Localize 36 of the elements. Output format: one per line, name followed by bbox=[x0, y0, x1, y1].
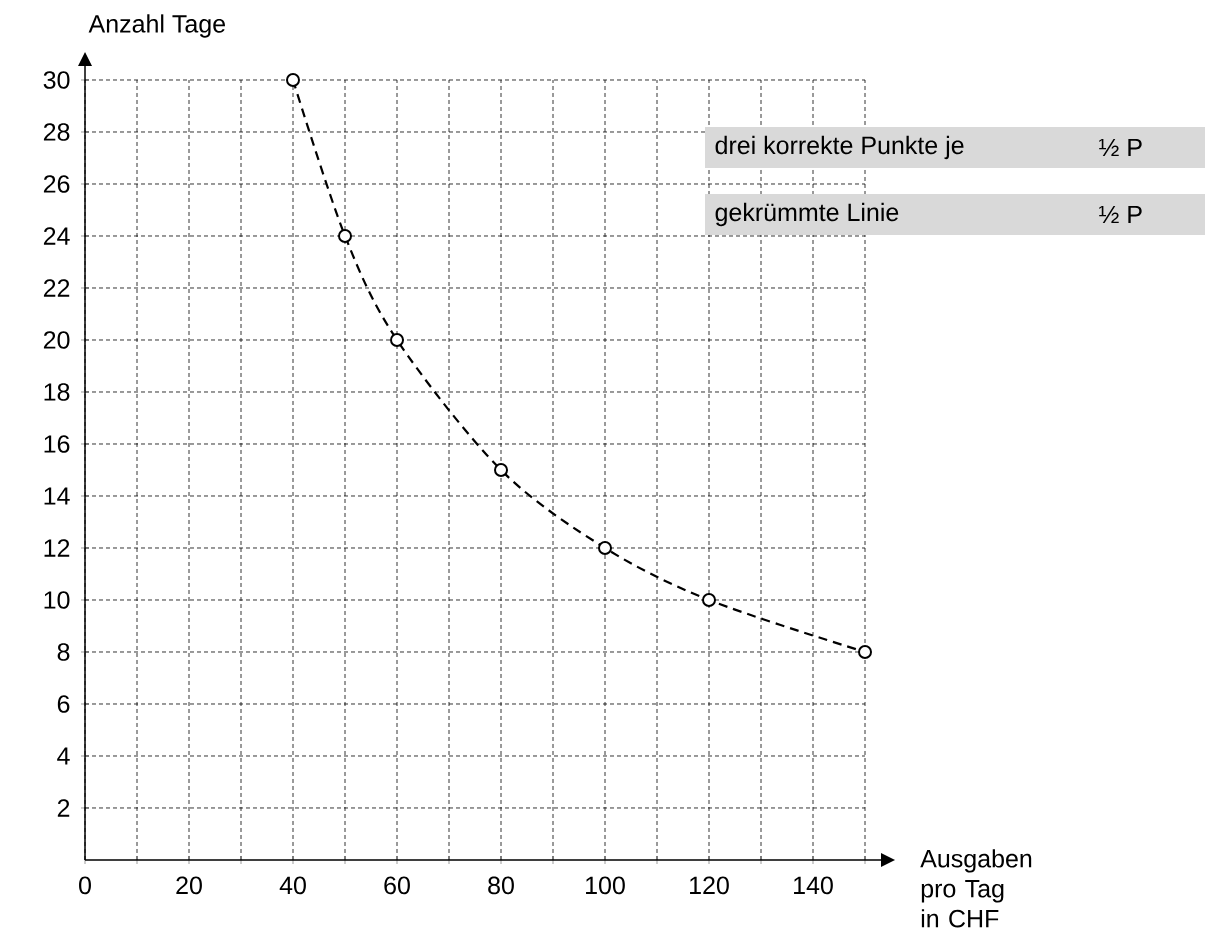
text: ½ P bbox=[1099, 138, 1142, 157]
y-tick-label: 2 bbox=[57, 799, 70, 817]
x-tick-label: 100 bbox=[586, 876, 625, 895]
y-axis-title: Anzahl Tage bbox=[88, 14, 226, 38]
y-tick-label: 26 bbox=[43, 175, 70, 193]
y-tick-label: 24 bbox=[43, 227, 70, 245]
x-tick-label: 120 bbox=[690, 876, 729, 895]
y-tick-label: 4 bbox=[57, 747, 70, 765]
y-tick-label: 30 bbox=[43, 71, 70, 89]
y-tick-label: 14 bbox=[44, 487, 70, 505]
y-tick-label: 12 bbox=[44, 539, 70, 557]
text: ½ P bbox=[1099, 205, 1142, 224]
x-tick-label: 20 bbox=[176, 876, 202, 895]
point bbox=[286, 72, 301, 87]
y-tick-label: 16 bbox=[44, 435, 70, 453]
y-tick-label: 20 bbox=[43, 331, 70, 349]
annotation: gekrümmte Linie bbox=[715, 202, 899, 227]
point bbox=[390, 332, 405, 347]
x-tick-label: 140 bbox=[794, 876, 833, 895]
point bbox=[702, 592, 716, 607]
x-tick-label: 0 bbox=[79, 876, 91, 895]
y-tick-label: 10 bbox=[44, 591, 70, 609]
point bbox=[494, 462, 509, 477]
point bbox=[858, 644, 873, 659]
x-tick-label: 40 bbox=[279, 876, 306, 895]
annotation: drei korrekte Punkte je bbox=[715, 135, 964, 160]
x-tick-label: 80 bbox=[488, 876, 514, 895]
point bbox=[338, 228, 353, 243]
y-tick-label: 18 bbox=[44, 383, 70, 401]
y-tick-label: 8 bbox=[57, 643, 70, 661]
x-tick-label: 60 bbox=[384, 876, 410, 895]
x-axis-title: Ausgaben pro Tag in CHF bbox=[920, 849, 1032, 928]
y-tick-label: 6 bbox=[57, 695, 70, 713]
y-tick-label: 28 bbox=[43, 123, 70, 141]
y-tick-label: 22 bbox=[43, 279, 70, 297]
point bbox=[598, 540, 612, 555]
